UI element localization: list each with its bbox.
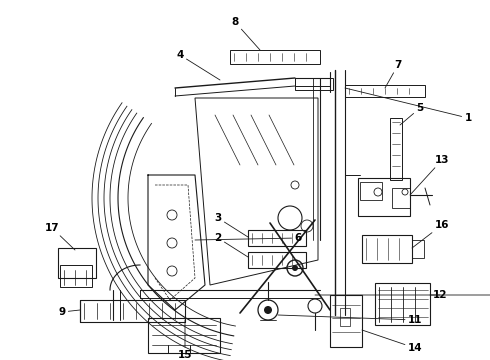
Bar: [390, 118, 402, 180]
Text: 15: 15: [178, 320, 192, 360]
Text: 3: 3: [215, 213, 248, 237]
Bar: [375, 283, 430, 325]
Bar: [248, 230, 306, 246]
Text: 9: 9: [58, 307, 80, 317]
Bar: [392, 188, 410, 208]
Text: 6: 6: [195, 233, 302, 243]
Text: 1: 1: [345, 88, 472, 123]
Circle shape: [292, 265, 298, 271]
Bar: [295, 78, 333, 90]
Bar: [60, 265, 92, 287]
Bar: [358, 178, 410, 216]
Text: 11: 11: [278, 315, 422, 325]
Bar: [330, 295, 362, 347]
Bar: [412, 240, 424, 258]
Bar: [340, 308, 350, 326]
Text: 5: 5: [400, 103, 424, 125]
Bar: [230, 50, 320, 64]
Text: 13: 13: [410, 155, 449, 195]
Bar: [58, 248, 96, 278]
Circle shape: [264, 306, 272, 314]
Text: 10: 10: [315, 290, 490, 300]
Text: 17: 17: [45, 223, 75, 250]
Text: 16: 16: [412, 220, 449, 248]
Bar: [248, 252, 306, 268]
Text: 14: 14: [362, 330, 422, 353]
Bar: [360, 182, 382, 200]
Text: 7: 7: [385, 60, 402, 88]
Text: 12: 12: [430, 290, 447, 300]
Text: 2: 2: [215, 233, 248, 257]
Bar: [148, 318, 220, 353]
Bar: [362, 235, 412, 263]
Bar: [345, 85, 425, 97]
Text: 8: 8: [231, 17, 260, 50]
Bar: [80, 300, 185, 322]
Text: 4: 4: [176, 50, 220, 80]
